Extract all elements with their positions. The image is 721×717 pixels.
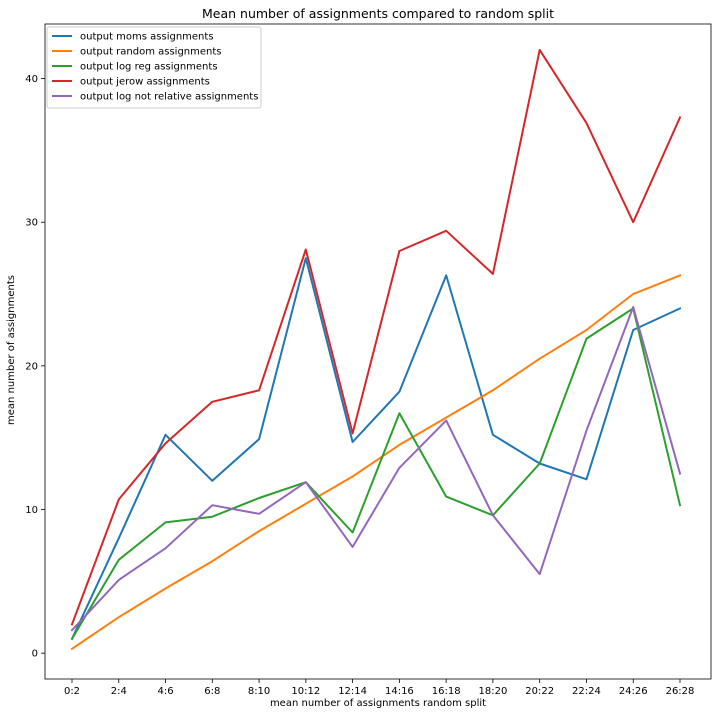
series-line-0 [70,257,682,641]
legend-label-2: output log reg assignments [80,62,218,73]
x-tick-label: 4:6 [157,686,173,697]
y-tick-label: 40 [25,74,38,85]
x-tick-label: 2:4 [111,686,127,697]
x-tick-label: 12:14 [338,686,367,697]
x-tick-label: 22:24 [572,686,601,697]
legend-label-0: output moms assignments [80,32,214,43]
x-axis-label: mean number of assignments random split [270,698,486,709]
axes-frame [44,23,712,680]
y-tick-label: 0 [32,649,38,660]
y-tick-label: 20 [25,361,38,372]
y-tick-label: 10 [25,505,38,516]
y-tick-label: 30 [25,218,38,229]
x-tick-label: 14:16 [385,686,414,697]
x-tick-label: 24:26 [619,686,648,697]
legend-label-3: output jerow assignments [80,77,210,88]
chart-title: Mean number of assignments compared to r… [202,6,554,21]
x-tick-label: 16:18 [432,686,461,697]
y-axis-label: mean number of assignments [6,275,17,425]
plot-area: 0:2 2:4 4:6 6:8 8:10 10:12 12:14 14:16 16:18 18:2… [25,23,712,697]
series-line-3 [70,48,682,626]
legend-box [46,26,262,109]
x-tick-label: 0:2 [64,686,80,697]
series-line-4 [70,306,682,632]
legend: output moms assignments output random ass… [46,26,262,109]
series-line-2 [70,307,682,641]
x-tick-label: 26:28 [666,686,695,697]
legend-label-1: output random assignments [80,47,222,58]
x-tick-label: 6:8 [204,686,220,697]
legend-label-4: output log not relative assignments [80,92,258,103]
x-tick-label: 20:22 [525,686,554,697]
series-line-1 [70,274,682,651]
x-tick-label: 8:10 [248,686,270,697]
x-tick-label: 10:12 [291,686,320,697]
x-tick-label: 18:20 [479,686,508,697]
